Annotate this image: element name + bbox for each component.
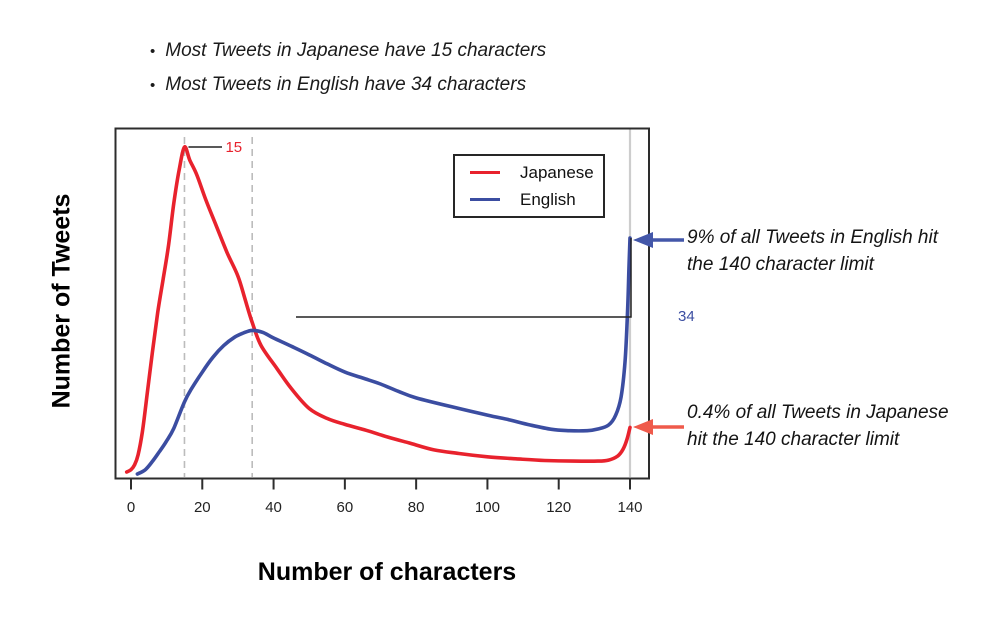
english-curve xyxy=(135,236,632,476)
english-limit-annotation: 9% of all Tweets in English hit the 140 … xyxy=(687,227,938,275)
japanese-curve xyxy=(124,145,632,474)
x-tick-label: 20 xyxy=(193,499,211,516)
annotation-arrows xyxy=(633,232,684,435)
x-tick-label: 120 xyxy=(546,499,572,516)
plot-border xyxy=(114,127,650,480)
finding-english: • Most Tweets in English have 34 charact… xyxy=(150,74,546,97)
x-tick-label: 0 xyxy=(126,499,136,516)
japanese-line-swatch xyxy=(470,171,500,174)
english-peak-label: 34 xyxy=(678,308,695,325)
x-tick-label: 100 xyxy=(474,499,500,516)
x-tick-label: 140 xyxy=(617,499,643,516)
finding-english-text: Most Tweets in English have 34 character… xyxy=(165,74,527,95)
legend-item-english: English xyxy=(470,190,603,210)
finding-japanese: • Most Tweets in Japanese have 15 charac… xyxy=(150,40,546,63)
x-tick-label: 60 xyxy=(336,499,354,516)
y-axis-title: Number of Tweets xyxy=(47,193,76,409)
english-line-swatch xyxy=(470,198,500,201)
finding-japanese-text: Most Tweets in Japanese have 15 characte… xyxy=(165,40,547,61)
japanese-peak-label: 15 xyxy=(225,139,243,156)
x-axis-ticks xyxy=(130,479,631,490)
legend: Japanese English xyxy=(453,154,605,218)
x-axis-title: Number of characters xyxy=(257,558,517,586)
x-tick-label: 40 xyxy=(265,499,282,516)
legend-label-english: English xyxy=(520,189,576,209)
legend-item-japanese: Japanese xyxy=(470,163,603,183)
japanese-limit-annotation: 0.4% of all Tweets in Japanese hit the 1… xyxy=(687,402,949,450)
bullet-icon: • xyxy=(150,77,156,94)
guide-lines xyxy=(183,129,632,477)
legend-label-japanese: Japanese xyxy=(520,162,594,182)
key-findings: • Most Tweets in Japanese have 15 charac… xyxy=(150,40,546,97)
bullet-icon: • xyxy=(150,43,156,60)
peak-connectors xyxy=(188,146,632,318)
x-tick-label: 80 xyxy=(407,499,425,516)
